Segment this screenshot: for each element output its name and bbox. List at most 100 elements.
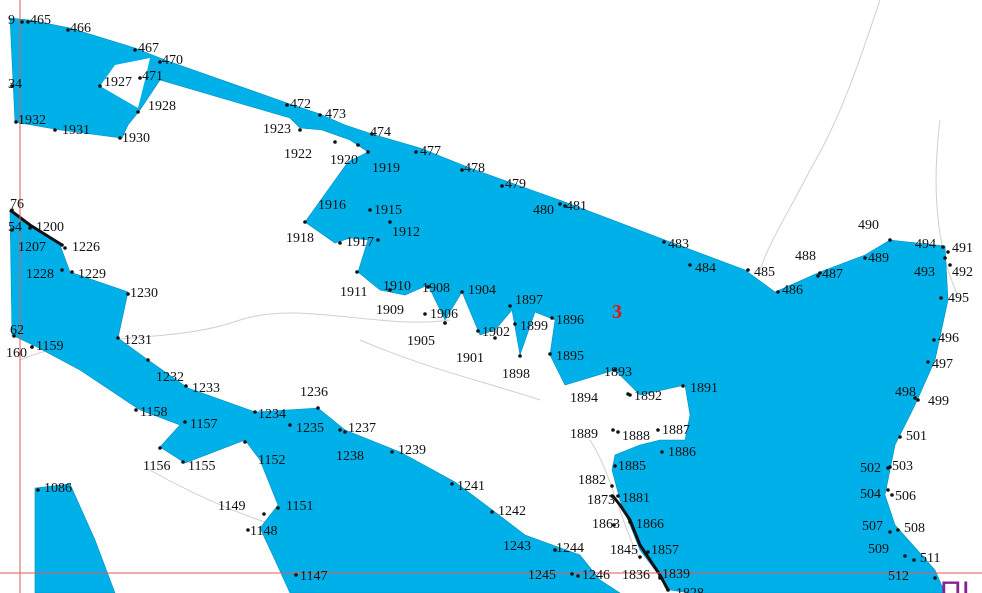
survey-point [158,60,162,64]
survey-point [613,464,617,468]
point-label: 1902 [482,325,510,340]
point-label: 1894 [570,391,598,406]
survey-point [518,354,522,358]
point-label: 1893 [604,365,632,380]
point-label: 1845 [610,543,638,558]
survey-points [10,20,952,592]
survey-point [294,573,298,577]
survey-point [30,345,34,349]
point-label: 1910 [383,279,411,294]
survey-point [276,506,280,510]
survey-point [500,184,504,188]
point-label: 1226 [72,240,100,255]
survey-point [916,398,920,402]
point-label: 1882 [578,473,606,488]
survey-point [913,396,917,400]
survey-point [63,246,67,250]
point-label: 1242 [498,504,526,519]
survey-point [316,406,320,410]
survey-point [932,338,936,342]
survey-point [616,430,620,434]
point-label: 477 [420,144,441,159]
point-label: 1243 [503,539,531,554]
survey-point [616,494,620,498]
survey-point [460,168,464,172]
survey-point [133,48,137,52]
point-label: 1155 [188,459,215,474]
point-label: 496 [938,331,959,346]
survey-point [12,334,16,338]
survey-point [888,530,892,534]
survey-point [660,450,664,454]
point-label: 1892 [634,389,662,404]
survey-point [513,322,517,326]
survey-point [26,20,30,24]
survey-point [376,238,380,242]
survey-point [816,274,820,278]
edge-text: ПІ [940,576,970,593]
point-label: 1911 [340,285,367,300]
point-label: 504 [860,487,881,502]
point-label: 1916 [318,198,346,213]
point-label: 1239 [398,443,426,458]
point-label: 467 [138,41,159,56]
point-label: 493 [914,265,935,280]
survey-point [948,263,952,267]
survey-point [20,20,24,24]
survey-point [136,110,140,114]
survey-point [28,226,32,230]
point-label: 472 [290,97,311,112]
point-label: 486 [782,283,803,298]
point-label: 1918 [286,231,314,246]
point-label: 498 [895,385,916,400]
point-label: 1904 [468,283,496,298]
point-label: 1932 [18,113,46,128]
point-label: 1147 [300,569,327,584]
point-label: 1235 [296,421,324,436]
point-label: 490 [858,218,879,233]
point-label: 479 [505,177,526,192]
point-label: 62 [10,323,24,338]
point-label: 160 [6,346,27,361]
point-label: 1905 [407,334,435,349]
point-label: 1148 [250,524,277,539]
point-label: 465 [30,13,51,28]
survey-point [60,268,64,272]
point-label: 1236 [300,385,328,400]
survey-point [898,435,902,439]
point-label: 502 [860,461,881,476]
point-label: 1244 [556,541,584,556]
survey-point [355,270,359,274]
survey-point [888,238,892,242]
survey-point [426,285,430,289]
survey-point [939,296,943,300]
survey-point [550,316,554,320]
survey-point [138,76,142,80]
point-label: 1241 [457,479,485,494]
survey-point [388,220,392,224]
survey-point [460,290,464,294]
survey-point [414,150,418,154]
survey-point [70,270,74,274]
point-label: 1885 [618,459,646,474]
survey-point [366,150,370,154]
point-label: 1912 [392,225,420,240]
point-label: 1901 [456,351,484,366]
point-label: 501 [906,429,927,444]
survey-point [126,292,130,296]
survey-point [493,336,497,340]
survey-point [285,103,289,107]
survey-point [370,132,374,136]
point-label: 1896 [556,313,584,328]
survey-point [576,574,580,578]
survey-point [338,241,342,245]
survey-point [926,360,930,364]
survey-point [746,268,750,272]
survey-point [611,428,615,432]
survey-point [662,240,666,244]
survey-point [863,256,867,260]
survey-point [443,321,447,325]
survey-point [890,493,894,497]
